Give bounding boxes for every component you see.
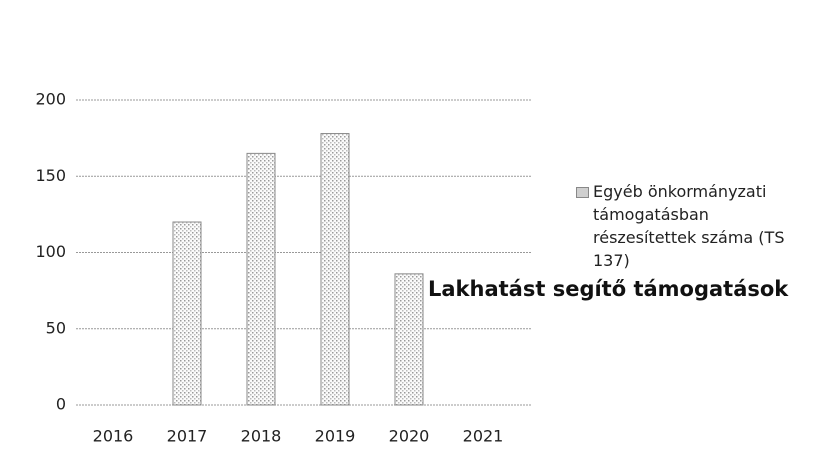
y-tick-label: 100 — [35, 242, 66, 261]
y-tick-label: 150 — [35, 166, 66, 185]
x-tick-label: 2019 — [315, 427, 356, 446]
x-tick-label: 2020 — [389, 427, 430, 446]
bar — [172, 221, 202, 406]
y-tick-label: 0 — [56, 395, 66, 414]
x-tick-label: 2018 — [241, 427, 282, 446]
legend-swatch — [576, 187, 589, 198]
bar — [246, 152, 276, 406]
y-tick-label: 50 — [46, 318, 66, 337]
bar — [320, 133, 350, 406]
chart-title: Lakhatást segítő támogatások — [428, 277, 789, 301]
y-tick-label: 200 — [35, 90, 66, 109]
bar — [394, 273, 424, 406]
legend-label: Egyéb önkormányzati támogatásban részesí… — [593, 182, 785, 270]
x-tick-label: 2016 — [93, 427, 134, 446]
legend: Egyéb önkormányzati támogatásban részesí… — [576, 180, 808, 272]
x-tick-label: 2021 — [463, 427, 504, 446]
x-tick-label: 2017 — [167, 427, 208, 446]
